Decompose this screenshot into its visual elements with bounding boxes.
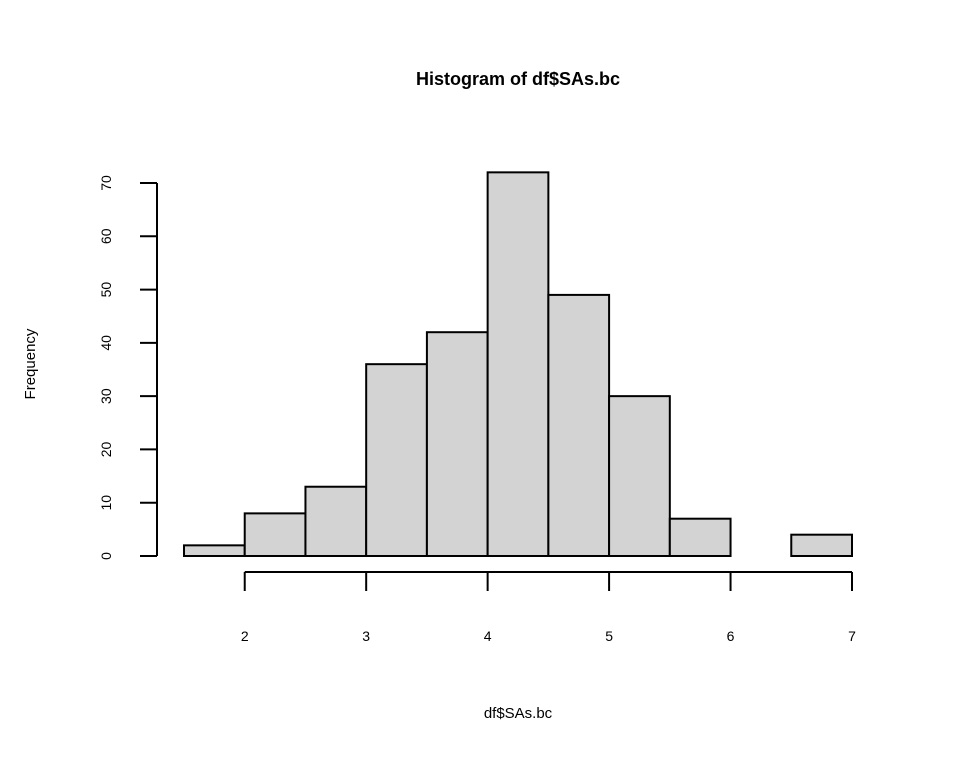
- y-tick-label-2: 20: [98, 441, 114, 457]
- y-tick-label-0: 0: [98, 552, 114, 560]
- chart-title: Histogram of df$SAs.bc: [416, 69, 620, 89]
- y-axis: 0 10 20 30 40 50 60 70: [98, 175, 158, 560]
- x-tick-label-4: 6: [727, 628, 735, 644]
- histogram-bar-1: [243, 512, 307, 557]
- y-tick-label-5: 50: [98, 282, 114, 298]
- histogram-bar-6: [547, 293, 611, 557]
- y-tick-label-3: 30: [98, 388, 114, 404]
- histogram-bar-10: [790, 533, 853, 558]
- x-tick-label-3: 5: [605, 628, 613, 644]
- histogram-bar-2: [304, 485, 368, 558]
- histogram-bar-8: [668, 517, 732, 558]
- x-axis: 2 3 4 5 6 7: [241, 571, 856, 644]
- x-axis-title: df$SAs.bc: [484, 705, 553, 722]
- x-tick-label-0: 2: [241, 628, 249, 644]
- y-tick-label-7: 70: [98, 175, 114, 191]
- bars-layer: [183, 171, 853, 558]
- histogram-bar-0: [183, 544, 246, 557]
- histogram-bar-7: [608, 395, 671, 557]
- y-tick-label-1: 10: [98, 495, 114, 511]
- x-tick-label-5: 7: [848, 628, 856, 644]
- y-tick-label-4: 40: [98, 335, 114, 351]
- y-axis-title: Frequency: [22, 328, 39, 399]
- x-tick-label-2: 4: [484, 628, 492, 644]
- x-tick-label-1: 3: [362, 628, 370, 644]
- histogram-bar-3: [365, 363, 428, 557]
- histogram-bar-4: [425, 331, 489, 558]
- y-tick-label-6: 60: [98, 228, 114, 244]
- histogram-bar-5: [486, 171, 550, 557]
